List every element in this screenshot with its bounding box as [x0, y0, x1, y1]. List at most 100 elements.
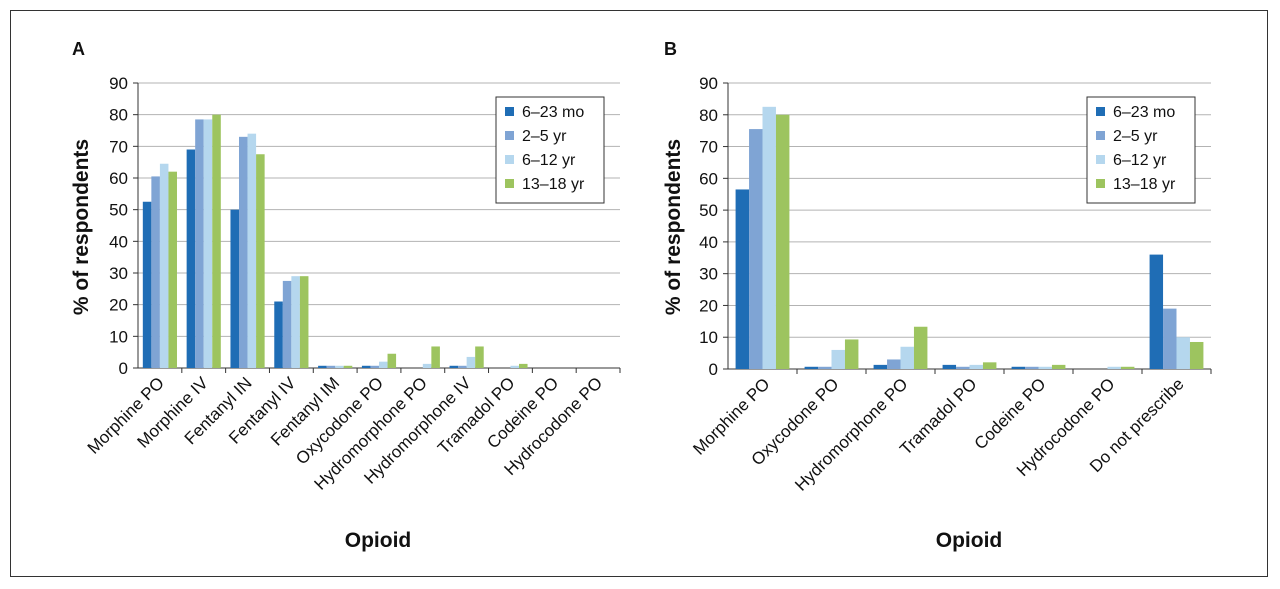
panel-b-ytick-label: 80	[699, 106, 718, 125]
panel-b-legend-swatch	[1096, 179, 1105, 188]
panel-a-bar	[151, 176, 160, 368]
panel-a-legend-label: 2–5 yr	[522, 128, 567, 145]
panel-b-letter: B	[664, 39, 677, 59]
panel-a-legend-swatch	[505, 179, 514, 188]
panel-a-bar	[326, 365, 336, 368]
panel-b-bar	[1025, 366, 1039, 369]
panel-a-bar	[343, 365, 353, 368]
panel-a-bar	[186, 149, 196, 368]
panel-b-legend-label: 2–5 yr	[1113, 128, 1158, 145]
panel-b-bar	[804, 366, 819, 369]
panel-b-category-label: Hydromorphone PO	[791, 374, 911, 494]
panel-a-bar	[256, 154, 265, 368]
panel-b-legend-label: 6–23 mo	[1113, 104, 1175, 121]
panel-a-xlabel: Opioid	[345, 529, 412, 552]
panel-a-bar	[510, 365, 519, 368]
panel-b-bar	[1149, 254, 1164, 369]
panel-b-bar	[749, 129, 763, 369]
panel-b-xlabel: Opioid	[936, 529, 1003, 552]
panel-a-bar	[212, 114, 221, 368]
panel-b-ytick-label: 50	[699, 201, 718, 220]
panel-a-legend-label: 6–12 yr	[522, 152, 576, 169]
panel-b-legend-swatch	[1096, 107, 1105, 116]
panel-b-bar	[873, 364, 888, 369]
panel-a-ytick-label: 60	[109, 169, 128, 188]
panel-a-ytick-label: 90	[109, 74, 128, 93]
panel-a-bar	[387, 353, 397, 368]
panel-b-bar	[900, 346, 914, 369]
panel-a-bar	[274, 301, 283, 368]
panel-b-ylabel: % of respondents	[662, 139, 685, 315]
panel-b-ytick-label: 0	[709, 360, 718, 379]
panel-a-bar	[291, 276, 300, 368]
panel-a-bar	[318, 365, 327, 368]
panel-b-bar	[982, 362, 997, 369]
panel-a-bar	[458, 365, 467, 368]
panel-a-bar	[168, 171, 177, 368]
panel-b-bar	[735, 189, 750, 369]
panel-b-legend-swatch	[1096, 131, 1105, 140]
panel-a-legend-swatch	[505, 131, 514, 140]
panel-b-bar	[887, 359, 901, 369]
panel-a-ytick-label: 30	[109, 264, 128, 283]
panel-b-bar	[762, 106, 776, 369]
panel-b-ytick-label: 90	[699, 74, 718, 93]
panel-b-bar	[1163, 308, 1177, 369]
panel-b-bar	[1120, 366, 1135, 369]
panel-a-letter: A	[72, 39, 85, 59]
panel-b-bar	[956, 366, 970, 369]
panel-b-bar	[913, 326, 928, 369]
panel-a-bar	[422, 363, 432, 368]
panel-a-legend-label: 6–23 mo	[522, 104, 584, 121]
panel-b-bar	[1011, 366, 1026, 369]
panel-a-bar	[142, 201, 152, 368]
panel-b-bar	[844, 339, 859, 369]
panel-a-ytick-label: 10	[109, 327, 128, 346]
panel-a-legend-label: 13–18 yr	[522, 176, 585, 193]
panel-a-legend-swatch	[505, 107, 514, 116]
panel-a-bar	[335, 365, 344, 368]
panel-a-bar	[195, 119, 204, 368]
panel-b-ytick-label: 10	[699, 328, 718, 347]
panel-b-ytick-label: 30	[699, 265, 718, 284]
panel-b-legend-label: 13–18 yr	[1113, 176, 1176, 193]
panel-a-bar	[466, 356, 476, 368]
panel-a-ytick-label: 20	[109, 296, 128, 315]
panel-a-bar	[203, 119, 213, 368]
panel-a-bar	[230, 209, 239, 368]
panel-b-ytick-label: 20	[699, 296, 718, 315]
panel-a-ytick-label: 0	[119, 359, 128, 378]
panel-a-ylabel: % of respondents	[70, 139, 93, 315]
panel-b-ytick-label: 60	[699, 169, 718, 188]
panel-a-bar	[475, 346, 484, 368]
panel-a-bar	[239, 136, 248, 368]
panel-b-bar	[1038, 366, 1052, 369]
panel-a-bar	[370, 365, 379, 368]
panel-a-bar	[449, 365, 459, 368]
panel-b-bar	[818, 366, 832, 369]
panel-b-legend-swatch	[1096, 155, 1105, 164]
panel-b-bar	[969, 364, 983, 369]
panel-b-bar	[942, 364, 957, 369]
panel-a-ytick-label: 40	[109, 232, 128, 251]
panel-a-ytick-label: 80	[109, 106, 128, 125]
panel-a-bar	[379, 361, 388, 368]
panel-a-bar	[299, 276, 309, 368]
panel-a-ytick-label: 70	[109, 137, 128, 156]
panel-a-bar	[431, 346, 440, 368]
panel-b-ytick-label: 70	[699, 138, 718, 157]
panel-b-ytick-label: 40	[699, 233, 718, 252]
panel-a-bar	[361, 365, 371, 368]
panel-a-bar	[282, 280, 292, 368]
panel-b-bar	[1176, 337, 1190, 369]
panel-b-bar	[1107, 366, 1121, 369]
panel-a-bar	[519, 363, 528, 368]
panel-b-bar	[775, 114, 790, 369]
panel-a-ytick-label: 50	[109, 201, 128, 220]
panel-b-bar	[831, 349, 845, 369]
panel-b-bar	[1189, 341, 1204, 369]
panel-a-legend-swatch	[505, 155, 514, 164]
